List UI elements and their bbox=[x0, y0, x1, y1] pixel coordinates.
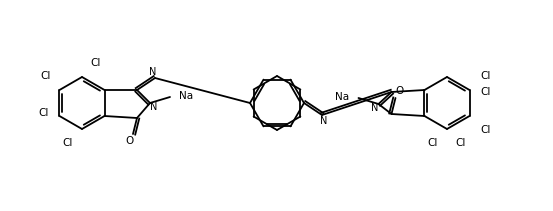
Text: N: N bbox=[150, 102, 158, 112]
Text: Cl: Cl bbox=[456, 138, 466, 148]
Text: Cl: Cl bbox=[481, 125, 491, 135]
Text: O: O bbox=[395, 86, 404, 96]
Text: Cl: Cl bbox=[481, 87, 491, 97]
Text: Cl: Cl bbox=[428, 138, 438, 148]
Text: Cl: Cl bbox=[481, 71, 491, 81]
Text: Cl: Cl bbox=[91, 58, 101, 68]
Text: Cl: Cl bbox=[40, 71, 51, 81]
Text: Cl: Cl bbox=[63, 138, 73, 148]
Text: N: N bbox=[320, 116, 328, 126]
Text: N: N bbox=[371, 103, 378, 113]
Text: Na: Na bbox=[179, 91, 193, 101]
Text: Na: Na bbox=[335, 92, 349, 102]
Text: N: N bbox=[149, 67, 156, 77]
Text: O: O bbox=[125, 136, 133, 146]
Text: Cl: Cl bbox=[38, 108, 49, 118]
